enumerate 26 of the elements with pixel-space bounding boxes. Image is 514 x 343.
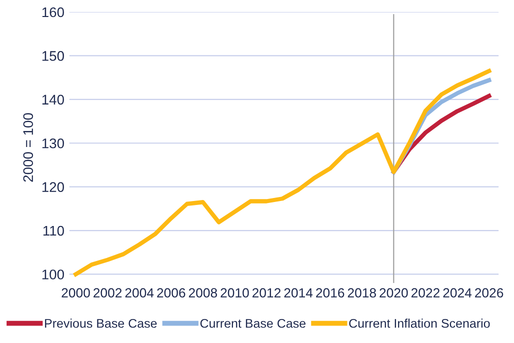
x-tick-label: 2024 bbox=[443, 288, 472, 298]
line-series bbox=[74, 68, 492, 276]
y-tick-label: 130 bbox=[42, 138, 64, 148]
y-tick-label: 110 bbox=[43, 226, 64, 236]
x-tick-label: 2000 bbox=[62, 288, 90, 298]
y-tick-label: 100 bbox=[42, 270, 64, 280]
x-tick-label: 2026 bbox=[475, 288, 504, 298]
y-tick-label: 150 bbox=[42, 51, 64, 61]
x-tick-label: 2004 bbox=[125, 288, 154, 298]
x-tick-label: 2022 bbox=[411, 288, 440, 298]
y-tick-label: 140 bbox=[42, 94, 64, 105]
y-axis-title: 2000 = 100 bbox=[23, 113, 34, 182]
x-tick-label: 2012 bbox=[252, 288, 281, 298]
x-tick-label: 2010 bbox=[220, 288, 249, 298]
y-tick-label: 120 bbox=[42, 182, 64, 192]
x-tick-label: 2006 bbox=[157, 288, 186, 298]
x-tick-label: 2018 bbox=[348, 288, 376, 298]
x-tick-label: 2020 bbox=[380, 288, 408, 298]
x-tick-label: 2008 bbox=[188, 288, 218, 298]
legend-label: Previous Base Case bbox=[45, 318, 157, 328]
y-tick-label: 160 bbox=[42, 7, 64, 18]
legend-label: Current Base Case bbox=[200, 318, 306, 328]
legend-label: Current Inflation Scenario bbox=[349, 318, 490, 328]
x-tick-label: 2016 bbox=[316, 288, 344, 298]
x-tick-label: 2002 bbox=[94, 288, 122, 298]
x-tick-label: 2014 bbox=[284, 288, 313, 298]
